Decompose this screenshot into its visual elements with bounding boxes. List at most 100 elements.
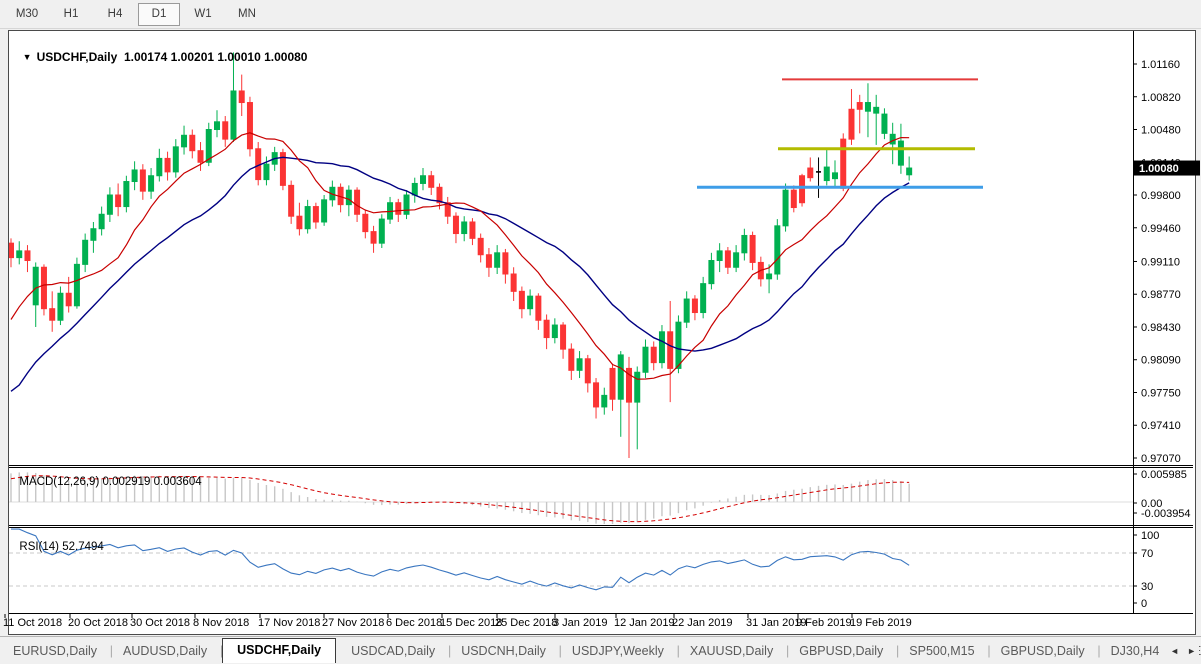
timeframe-button-d1[interactable]: D1 [138, 2, 180, 26]
rsi-axis-label: 30 [1141, 581, 1153, 593]
time-axis-label: 22 Jan 2019 [672, 617, 733, 629]
price-axis-label: 1.00820 [1141, 92, 1181, 104]
candle-body [139, 169, 146, 192]
time-axis-label: 25 Dec 2018 [495, 617, 557, 629]
candle-body [370, 231, 377, 244]
macd-axis-label: 0.00 [1141, 498, 1162, 510]
candle-body [700, 283, 707, 314]
candle-body [205, 129, 212, 163]
candle-body [452, 215, 459, 235]
candle-body [642, 346, 649, 373]
symbol-tab-dj30[interactable]: DJ30,H4 [1098, 640, 1175, 662]
candle-body [181, 134, 188, 148]
candle-body [32, 266, 39, 306]
price-axis-label: 1.00480 [1141, 125, 1181, 137]
macd-axis-label: 0.005985 [1141, 469, 1187, 481]
candle-body [840, 138, 847, 189]
candle-body [568, 348, 575, 371]
time-axis-label: 8 Nov 2018 [193, 617, 249, 629]
candle-body [461, 221, 468, 235]
timeframe-button-m30[interactable]: M30 [15, 7, 39, 20]
candle-body [799, 175, 806, 204]
candle-body [856, 102, 863, 110]
symbol-tab-usdcad[interactable]: USDCAD,Daily [338, 640, 451, 662]
symbol-tab-usdchf-active[interactable]: USDCHF,Daily [222, 638, 337, 663]
candle-body [90, 228, 97, 241]
candle-body [296, 215, 303, 230]
macd-indicator-label: MACD(12,26,9) 0.002919 0.003604 [13, 464, 201, 488]
time-axis-label: 31 Jan 2019 [746, 617, 807, 629]
candle-body [9, 242, 14, 259]
candle-body [164, 157, 171, 173]
time-axis-label: 6 Dec 2018 [386, 617, 442, 629]
symbol-tab-sp500[interactable]: SP500,M15 [896, 640, 991, 662]
candle-body [148, 175, 155, 192]
time-axis-label: 20 Oct 2018 [68, 617, 128, 629]
candle-body [420, 175, 426, 184]
macd-signal-line [10, 475, 910, 523]
price-axis-label: 0.99800 [1141, 190, 1181, 202]
current-price-label: 1.00080 [1139, 163, 1179, 175]
symbol-tabbar: EURUSD,DailyAUDUSD,DailyUSDCHF,DailyUSDC… [0, 636, 1201, 664]
candle-body [535, 295, 542, 321]
symbol-dropdown-icon[interactable]: ▼ [22, 52, 32, 62]
candle-body [708, 260, 715, 285]
candle-body [156, 157, 163, 177]
candle-body [782, 189, 789, 227]
timeframe-button-mn[interactable]: MN [238, 7, 256, 20]
candle-body [131, 169, 138, 183]
price-axis-label: 0.99110 [1141, 256, 1180, 268]
symbol-tab-usdcnh[interactable]: USDCNH,Daily [448, 640, 561, 662]
timeframe-button-w1[interactable]: W1 [194, 7, 212, 20]
candle-body [766, 273, 773, 280]
candle-body [230, 90, 237, 140]
price-axis-label: 0.98090 [1141, 355, 1181, 367]
time-axis-label: 19 Feb 2019 [850, 617, 912, 629]
candle-body [864, 102, 871, 112]
timeframe-button-h1[interactable]: H1 [63, 7, 79, 20]
time-axis-label: 11 Oct 2018 [3, 617, 62, 629]
tab-scroll-left-icon[interactable]: ◄ [1170, 645, 1180, 656]
rsi-axis-label: 100 [1141, 530, 1159, 542]
main-panel [9, 52, 983, 458]
symbol-tab-eurusd[interactable]: EURUSD,Daily [0, 640, 113, 662]
macd-value-main: 0.002919 [102, 476, 151, 488]
time-axis-label: 3 Jan 2019 [553, 617, 607, 629]
symbol-tab-gbpusd[interactable]: GBPUSD,Daily [988, 640, 1101, 662]
candle-body [246, 102, 253, 150]
candle-body [354, 189, 361, 215]
symbol-tab-xauusd[interactable]: XAUUSD,Daily [677, 640, 790, 662]
candle-body [65, 292, 72, 307]
price-axis-label: 0.97750 [1141, 387, 1181, 399]
candle-body [790, 189, 797, 209]
candle-body [823, 166, 830, 182]
symbol-tab-usdjpy[interactable]: USDJPY,Weekly [559, 640, 680, 662]
candle-body [82, 239, 89, 265]
candle-body [593, 382, 600, 408]
candle-body [321, 199, 328, 223]
candle-body [609, 367, 616, 400]
candle-body [279, 152, 286, 186]
time-axis-label: 30 Oct 2018 [130, 617, 190, 629]
candle-body [403, 194, 410, 215]
candle-body [510, 273, 517, 292]
candle-body [395, 202, 402, 215]
candle-body [691, 298, 698, 314]
tab-scroll-right-icon[interactable]: ► [1187, 645, 1196, 656]
price-axis-label: 0.97070 [1141, 453, 1181, 465]
candle-body [716, 250, 723, 262]
price-axis-label: 0.98770 [1141, 289, 1181, 301]
candle-body [650, 346, 657, 364]
candle-body [502, 252, 509, 275]
candle-body [214, 121, 220, 131]
symbol-tab-gbpusd[interactable]: GBPUSD,Daily [786, 640, 899, 662]
candle-body [658, 331, 665, 364]
price-axis-label: 0.98430 [1141, 322, 1181, 334]
chart-ohlc-values: 1.00174 1.00201 1.00010 1.00080 [123, 50, 308, 64]
timeframe-button-h4[interactable]: H4 [107, 7, 123, 20]
candle-body [106, 194, 113, 215]
symbol-tab-audusd[interactable]: AUDUSD,Daily [110, 640, 223, 662]
chart-symbol: USDCHF,Daily [36, 50, 118, 64]
candle-body [601, 394, 608, 408]
